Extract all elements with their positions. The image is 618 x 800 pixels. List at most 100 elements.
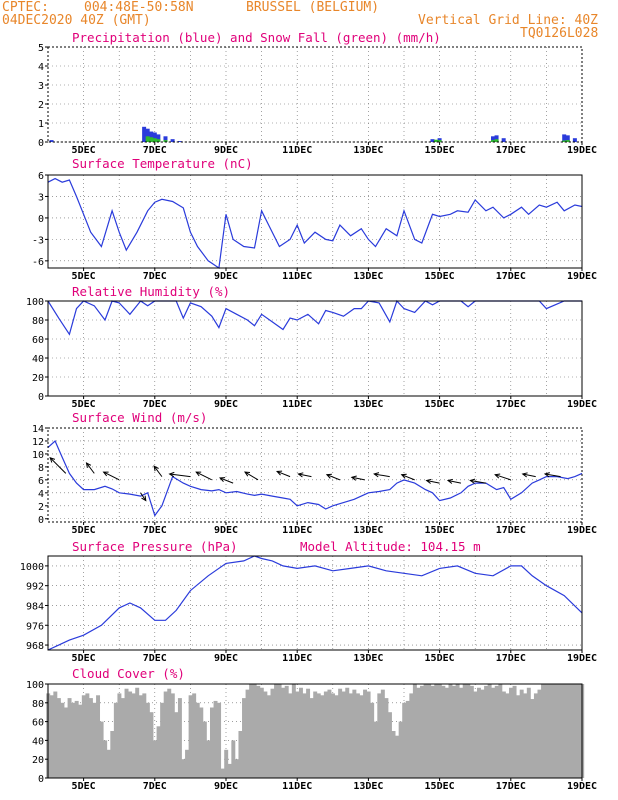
- x-tick-label: 9DEC: [214, 781, 238, 792]
- wind-vector: [447, 480, 462, 484]
- precip-bar: [142, 126, 147, 142]
- cloud-bar: [576, 684, 581, 778]
- x-tick-label: 17DEC: [496, 653, 526, 664]
- wind-vector: [276, 470, 291, 478]
- header-source: CPTEC:: [2, 0, 49, 15]
- cloud-bar: [199, 707, 204, 778]
- cloud-bar: [484, 685, 489, 778]
- wind-vector: [195, 471, 212, 481]
- cloud-bar: [234, 759, 239, 778]
- cloud-bar: [452, 685, 457, 778]
- cloud-bar: [217, 702, 222, 778]
- series-line: [47, 177, 583, 270]
- precip-bar: [163, 136, 168, 142]
- cloud-bar: [323, 691, 328, 778]
- cloud-bar: [316, 693, 321, 778]
- y-tick-label: 0: [38, 774, 44, 785]
- x-tick-label: 17DEC: [496, 781, 526, 792]
- cloud-bar: [338, 688, 343, 778]
- snow-bar: [149, 137, 154, 142]
- precip-bar: [501, 138, 506, 142]
- cloud-bar: [120, 698, 125, 778]
- y-tick-label: 0: [38, 214, 44, 225]
- panel-0: [45, 46, 583, 145]
- wind-vector: [103, 471, 120, 481]
- plot-frame: [47, 683, 583, 779]
- cloud-bar: [551, 684, 556, 778]
- wind-arrowhead: [243, 471, 251, 477]
- cloud-bar: [174, 712, 179, 778]
- cloud-bar: [160, 702, 165, 778]
- wind-arrowhead: [297, 472, 304, 478]
- y-tick-label: 60: [32, 718, 44, 729]
- precip-bar: [565, 135, 570, 142]
- wind-arrowhead: [521, 472, 528, 478]
- cloud-bar: [64, 707, 68, 778]
- cloud-bar: [298, 687, 303, 778]
- cloud-bar: [277, 684, 282, 778]
- y-tick-label: 10: [32, 450, 44, 461]
- cloud-bar: [345, 687, 350, 778]
- cloud-bar: [195, 702, 200, 778]
- cloud-bar: [135, 687, 140, 778]
- y-tick-label: 6: [38, 476, 44, 487]
- y-tick-label: 40: [32, 736, 44, 747]
- cloud-bar: [167, 688, 172, 778]
- panel-title: Relative Humidity (%): [72, 284, 230, 299]
- cloud-bar: [117, 693, 122, 778]
- cloud-bar: [85, 693, 90, 778]
- snow-bar: [437, 140, 442, 142]
- x-tick-label: 5DEC: [72, 399, 96, 410]
- cloud-bar: [327, 689, 332, 778]
- precip-bar: [177, 141, 182, 142]
- cloud-bar: [491, 687, 496, 778]
- precip-bar: [562, 134, 567, 142]
- wind-arrowhead: [219, 477, 226, 482]
- cloud-bar: [373, 721, 378, 778]
- cloud-bar: [348, 693, 353, 778]
- cloud-bar: [71, 702, 76, 778]
- cloud-bar: [220, 768, 225, 778]
- y-tick-label: 0: [38, 515, 44, 526]
- cloud-bar: [124, 688, 129, 778]
- wind-arrowhead: [325, 473, 332, 479]
- precip-bar: [145, 128, 150, 142]
- cloud-bar: [519, 689, 524, 778]
- cloud-bar: [387, 712, 392, 778]
- cloud-bar: [569, 684, 574, 778]
- plot-frame: [47, 174, 583, 269]
- x-tick-label: 5DEC: [72, 781, 96, 792]
- cloud-bar: [444, 687, 449, 778]
- cloud-bar: [391, 731, 396, 778]
- x-tick-label: 7DEC: [143, 399, 167, 410]
- y-tick-label: 968: [26, 641, 44, 652]
- cloud-bar: [530, 699, 535, 778]
- series-line: [47, 299, 582, 336]
- x-tick-label: 15DEC: [425, 145, 455, 156]
- cloud-bar: [544, 684, 549, 778]
- cloud-bar: [263, 691, 268, 778]
- cloud-bar: [266, 695, 271, 778]
- cloud-bar: [541, 684, 546, 778]
- x-tick-label: 9DEC: [214, 145, 238, 156]
- cloud-bar: [562, 684, 567, 778]
- cloud-bar: [81, 695, 86, 778]
- cloud-bar: [188, 695, 193, 778]
- header-vertical-grid: Vertical Grid Line: 40Z: [418, 13, 599, 28]
- precip-bar: [152, 132, 157, 142]
- x-tick-label: 11DEC: [282, 653, 312, 664]
- wind-vector: [426, 480, 440, 484]
- cloud-bar: [281, 687, 286, 778]
- wind-vector: [470, 480, 486, 484]
- wind-arrowhead: [168, 471, 175, 478]
- x-tick-label: 15DEC: [425, 653, 455, 664]
- panel-2: [45, 299, 583, 399]
- cloud-bar: [170, 693, 175, 778]
- y-tick-label: 0: [38, 138, 44, 149]
- cloud-bar: [412, 684, 417, 778]
- cloud-bar: [181, 759, 186, 778]
- y-tick-label: 976: [26, 621, 44, 632]
- cloud-bar: [533, 693, 538, 778]
- snow-bar: [494, 139, 499, 142]
